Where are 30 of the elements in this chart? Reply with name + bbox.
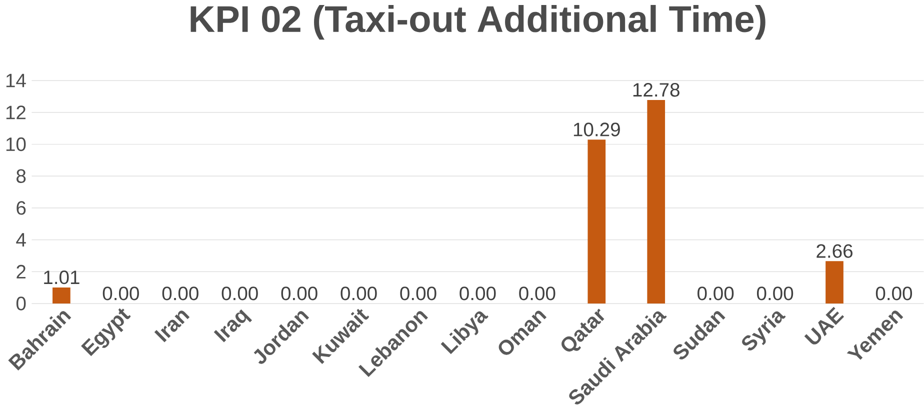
bar — [826, 261, 844, 304]
y-tick-label: 14 — [6, 74, 26, 88]
data-label: 0.00 — [876, 286, 912, 300]
data-label: 1.01 — [44, 270, 80, 284]
data-label: 0.00 — [102, 286, 139, 300]
y-tick-label: 8 — [16, 169, 26, 183]
x-tick-label: Iran — [154, 310, 190, 342]
data-label: 12.78 — [633, 83, 680, 97]
y-tick-label: 4 — [16, 233, 26, 246]
data-label: 2.66 — [816, 244, 852, 258]
bar — [588, 140, 606, 304]
x-tick-label: Iraq — [214, 309, 252, 342]
data-label: 0.00 — [460, 286, 496, 300]
data-label: 0.00 — [519, 286, 556, 300]
data-label: 0.00 — [222, 286, 258, 300]
data-label: 0.00 — [400, 286, 436, 300]
data-label: 0.00 — [162, 286, 198, 300]
y-tick-label: 6 — [16, 201, 26, 215]
data-label: 0.00 — [698, 286, 734, 300]
y-tick-label: 2 — [16, 264, 26, 278]
y-tick-label: 10 — [6, 137, 26, 152]
data-label: 0.00 — [340, 286, 377, 300]
bar — [52, 287, 70, 304]
bar — [647, 100, 666, 304]
y-tick-label: 0 — [16, 296, 26, 310]
data-label: 10.29 — [574, 122, 620, 136]
data-label: 0.00 — [281, 286, 318, 300]
data-label: 0.00 — [756, 286, 794, 300]
chart-title: KPI 02 (Taxi-out Additional Time) — [190, 4, 766, 40]
y-tick-label: 12 — [6, 106, 26, 120]
